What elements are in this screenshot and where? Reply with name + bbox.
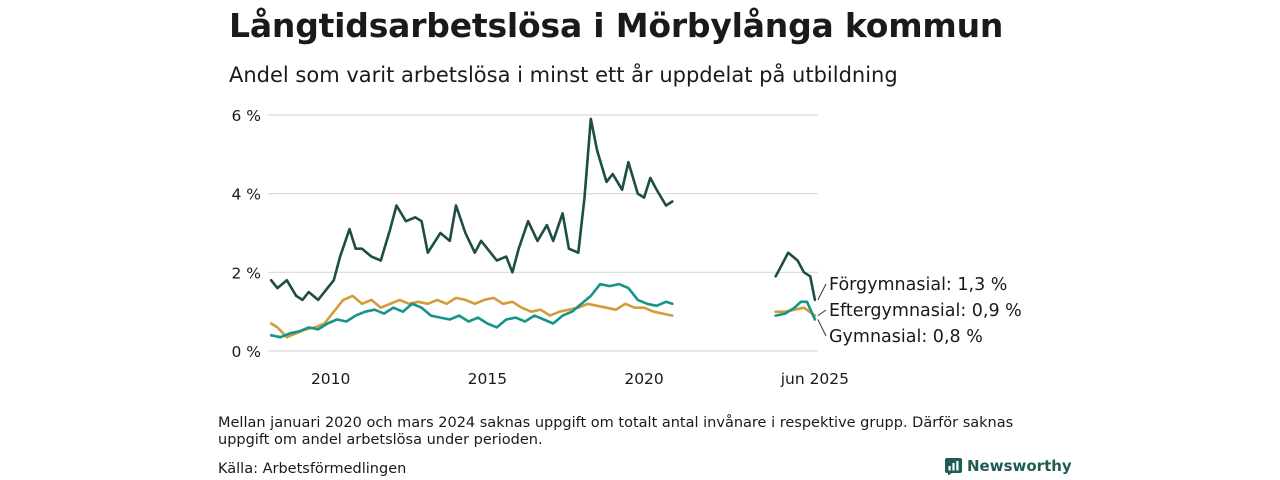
series-line-förgymnasial	[774, 251, 817, 302]
end-label-gymnasial: Gymnasial: 0,8 %	[829, 327, 983, 347]
series-line-gymnasial	[774, 300, 817, 321]
newsworthy-icon	[945, 457, 962, 475]
y-tick-label: 4 %	[231, 186, 261, 204]
leader-line	[817, 283, 827, 301]
series-line-eftergymnasial	[774, 306, 817, 317]
end-label-eftergymnasial: Eftergymnasial: 0,9 %	[829, 301, 1022, 321]
chart-title: Långtidsarbetslösa i Mörbylånga kommun	[229, 6, 1004, 45]
y-tick-label: 2 %	[231, 264, 261, 282]
leader-line	[817, 319, 827, 337]
series-lines	[269, 117, 817, 339]
x-tick-label: 2010	[311, 370, 350, 388]
end-label-förgymnasial: Förgymnasial: 1,3 %	[829, 275, 1007, 295]
series-line-eftergymnasial	[269, 294, 674, 339]
chart-subtitle: Andel som varit arbetslösa i minst ett å…	[229, 63, 898, 87]
end-labels: Förgymnasial: 1,3 % Eftergymnasial: 0,9 %…	[817, 275, 1022, 347]
brand-name: Newsworthy	[967, 457, 1072, 475]
brand-logo[interactable]: Newsworthy	[945, 457, 1072, 475]
y-tick-label: 0 %	[231, 343, 261, 361]
y-tick-label: 6 %	[231, 107, 261, 125]
x-tick-label: jun 2025	[780, 370, 849, 388]
leader-line	[817, 309, 827, 317]
footnote: Mellan januari 2020 och mars 2024 saknas…	[218, 415, 1014, 448]
gridlines	[268, 114, 818, 352]
x-axis-ticks: 2010 2015 2020 jun 2025	[311, 370, 849, 388]
y-axis-ticks: 0 % 2 % 4 % 6 %	[231, 107, 261, 361]
source-text: Källa: Arbetsförmedlingen	[218, 461, 407, 477]
series-line-gymnasial	[269, 282, 674, 339]
x-tick-label: 2020	[624, 370, 663, 388]
x-tick-label: 2015	[468, 370, 507, 388]
series-line-förgymnasial	[269, 117, 674, 302]
